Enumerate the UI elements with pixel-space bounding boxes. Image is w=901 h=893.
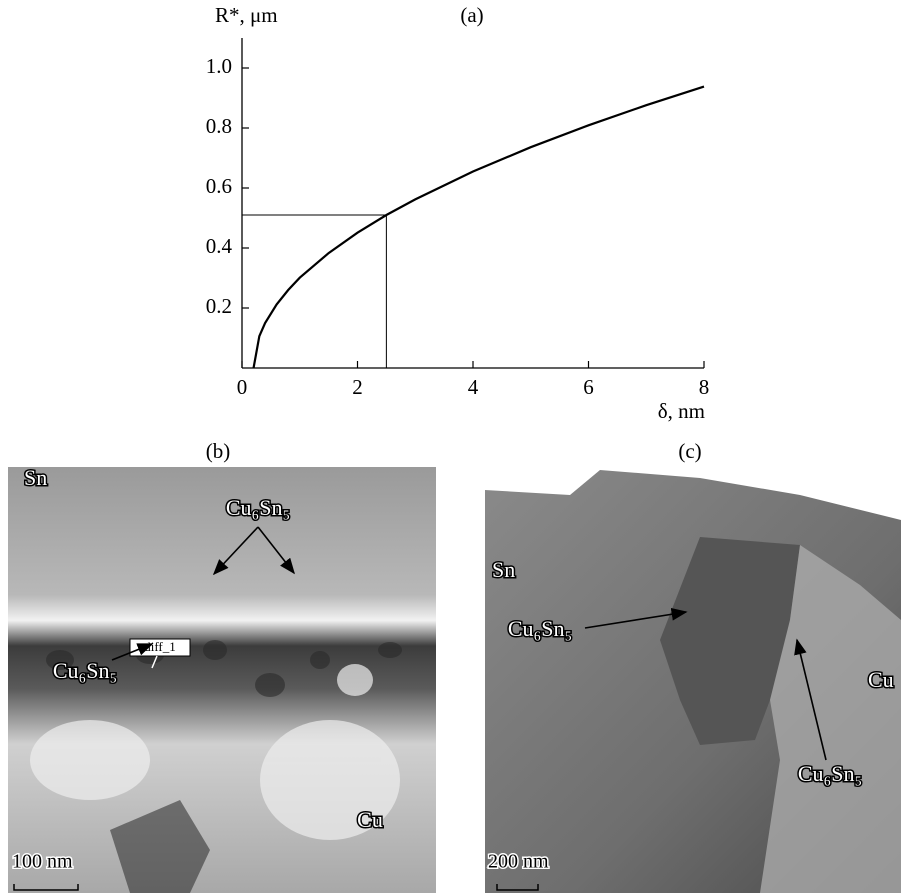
y-tick-label: 0.8 (206, 114, 232, 138)
x-tick-label: 6 (583, 375, 594, 399)
x-tick-label: 4 (468, 375, 479, 399)
x-tick-label: 8 (699, 375, 710, 399)
figure: (a) R*, μm δ, nm 0.2 0.4 0.6 0.8 1.0 0 2 4 6 8 (b… (0, 0, 901, 893)
scale-bar-label: 200 nm (488, 851, 549, 873)
y-tick-label: 1.0 (206, 54, 232, 78)
annotation: Cu₆Sn₅ (798, 761, 862, 786)
annotation: Cu₆Sn₅ (508, 616, 572, 641)
y-tick-label: 0.2 (206, 294, 232, 318)
y-tick-label: 0.4 (206, 234, 233, 258)
y-tick-label: 0.6 (206, 174, 232, 198)
scale-bar-label: 100 nm (12, 851, 73, 873)
plot: 0.2 0.4 0.6 0.8 1.0 0 2 4 6 8 (206, 38, 710, 399)
x-tick-label: 0 (237, 375, 248, 399)
panel-label: (c) (678, 439, 701, 463)
x-axis-label: δ, nm (658, 399, 705, 423)
annotation: diff_1 (144, 639, 176, 654)
panel-c: (c) Sn Cu₆Sn₅ Cu Cu₆Sn₅ 200 nm (485, 439, 901, 893)
chart-title: (a) (460, 3, 483, 27)
annotation: Sn (24, 465, 47, 490)
curve (254, 87, 704, 368)
annotation: Cu (357, 807, 383, 832)
annotation: Cu₆Sn₅ (53, 658, 117, 683)
annotation: Cu₆Sn₅ (226, 495, 290, 520)
x-tick-label: 2 (352, 375, 363, 399)
y-axis-label: R*, μm (215, 3, 278, 27)
panel-b: (b) Sn Cu₆Sn₅ diff_1 Cu₆Sn₅ Cu 100 nm (8, 439, 436, 893)
annotation: Cu (868, 667, 894, 692)
annotation: Sn (492, 557, 515, 582)
panel-label: (b) (206, 439, 231, 463)
